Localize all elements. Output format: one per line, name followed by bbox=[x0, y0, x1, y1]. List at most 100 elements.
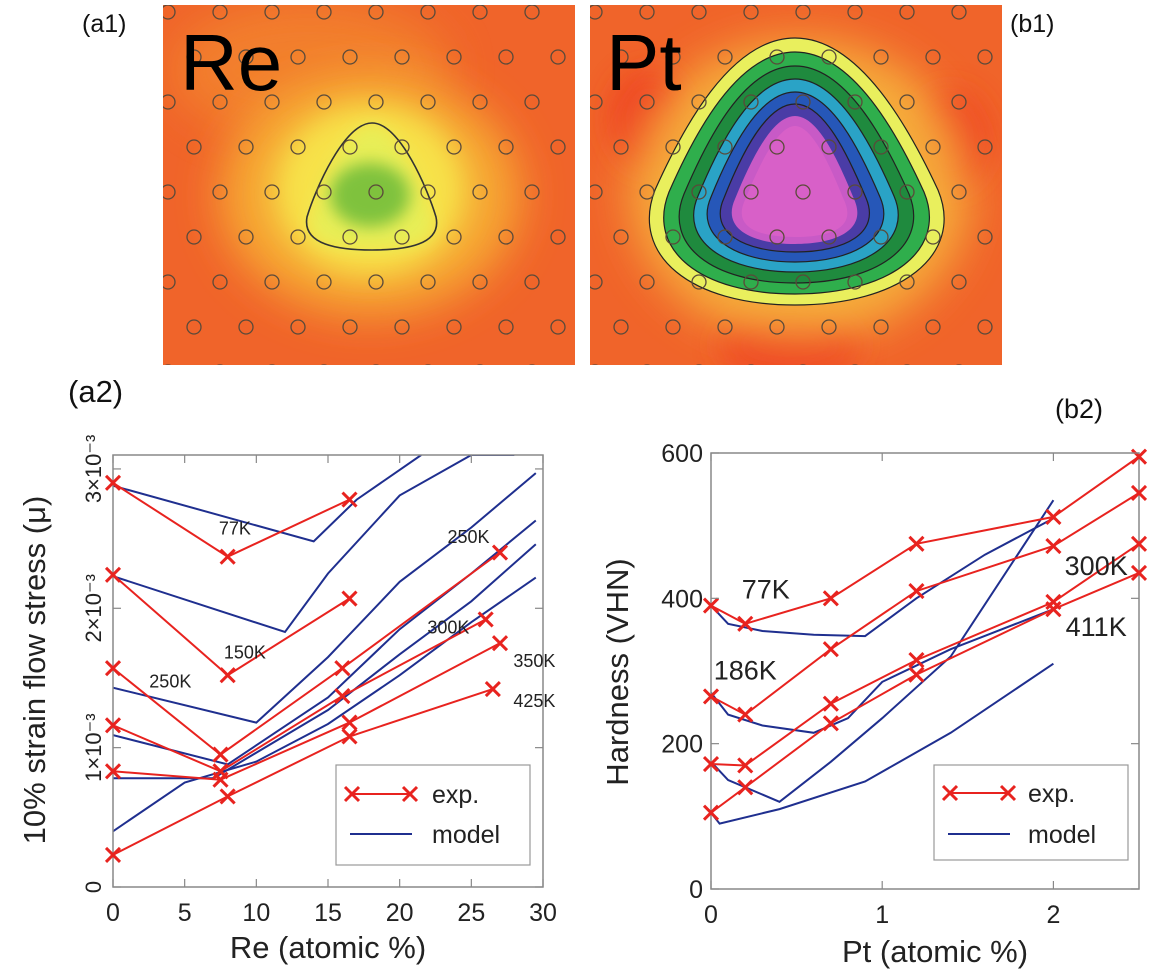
exp-point bbox=[1130, 484, 1148, 502]
exp-markers bbox=[702, 448, 1148, 821]
atom-site bbox=[446, 229, 462, 245]
exp-point bbox=[341, 590, 358, 607]
exp-point bbox=[1130, 535, 1148, 552]
atom-site bbox=[316, 274, 332, 290]
exp-point bbox=[1045, 508, 1062, 526]
atom-site bbox=[472, 274, 488, 290]
model-line-4 bbox=[113, 519, 537, 766]
exp-point bbox=[702, 804, 720, 821]
chart-b2-xlabel: Pt (atomic %) bbox=[842, 934, 1028, 969]
atom-site bbox=[498, 49, 514, 65]
atom-site bbox=[821, 229, 837, 245]
atom-site bbox=[394, 229, 410, 245]
model-line-1 bbox=[113, 455, 422, 543]
x-tick-label: 0 bbox=[704, 901, 718, 929]
atom-site bbox=[873, 139, 889, 155]
atom-site bbox=[163, 5, 176, 20]
atom-site bbox=[472, 5, 488, 20]
atom-site bbox=[186, 319, 202, 335]
map-b1-element-label: Pt bbox=[606, 18, 682, 107]
atom-site bbox=[446, 49, 462, 65]
atom-site bbox=[717, 139, 733, 155]
atom-site bbox=[524, 184, 540, 200]
atom-site bbox=[691, 184, 707, 200]
atom-site bbox=[163, 184, 176, 200]
atom-site bbox=[212, 184, 228, 200]
atom-site bbox=[977, 139, 993, 155]
atom-site bbox=[769, 139, 785, 155]
atom-site bbox=[186, 139, 202, 155]
exp-point bbox=[822, 641, 839, 658]
atom-site bbox=[899, 5, 915, 20]
atom-site bbox=[691, 5, 707, 20]
atom-site bbox=[368, 274, 384, 290]
exp-point bbox=[737, 706, 754, 723]
atom-site bbox=[577, 95, 591, 109]
panel-tag-a2: (a2) bbox=[68, 374, 123, 409]
atom-site bbox=[769, 49, 785, 65]
chart-b2: 0 1 2 0 200 400 600 77K 186K 300K 411K Pt (atomic… bbox=[600, 440, 1148, 969]
legend-model-label: model bbox=[1028, 821, 1096, 849]
exp-point bbox=[334, 660, 351, 677]
chart-a2-ylabel: 10% strain flow stress (μ) bbox=[17, 496, 52, 845]
exp-point bbox=[341, 728, 358, 745]
atom-site bbox=[665, 49, 681, 65]
annotation-350K: 350K bbox=[513, 651, 555, 671]
exp-point bbox=[212, 771, 229, 788]
legend-exp-label: exp. bbox=[1028, 780, 1075, 808]
atom-site bbox=[472, 184, 488, 200]
atom-site bbox=[951, 94, 967, 110]
atom-site bbox=[476, 364, 484, 365]
x-tick-label: 0 bbox=[106, 899, 120, 927]
exp-point bbox=[1130, 564, 1148, 581]
atom-site bbox=[394, 139, 410, 155]
atom-site bbox=[639, 94, 655, 110]
exp-point bbox=[908, 652, 925, 669]
exp-point bbox=[477, 611, 494, 628]
atom-site bbox=[238, 229, 254, 245]
atom-site bbox=[769, 229, 785, 245]
annotation-411K: 411K bbox=[1066, 612, 1127, 642]
exp-point bbox=[341, 714, 358, 731]
map-a1-atom-grid bbox=[163, 5, 591, 365]
atom-site bbox=[691, 94, 707, 110]
legend-exp-marker bbox=[343, 785, 419, 803]
atom-site bbox=[290, 49, 306, 65]
exp-point bbox=[104, 566, 122, 583]
exp-line-77K bbox=[711, 455, 1139, 625]
atom-site bbox=[590, 184, 603, 200]
atom-site bbox=[821, 49, 837, 65]
atom-site bbox=[420, 94, 436, 110]
atom-site bbox=[847, 94, 863, 110]
exp-point bbox=[104, 763, 122, 780]
annotation-150K: 150K bbox=[224, 642, 266, 662]
exp-point bbox=[104, 846, 122, 864]
atom-site bbox=[925, 139, 941, 155]
exp-point bbox=[104, 660, 122, 677]
atom-site bbox=[717, 229, 733, 245]
panel-tag-b2: (b2) bbox=[1055, 394, 1103, 424]
atom-site bbox=[368, 184, 384, 200]
model-line-4 bbox=[711, 662, 1054, 825]
chart-a2: 0 5 10 15 20 25 30 0 1×10⁻³ 2×10⁻³ 3×10⁻³ 77K 150K 2… bbox=[17, 435, 557, 965]
chart-b2-legend: exp. model bbox=[933, 764, 1129, 861]
exp-line-186K bbox=[711, 492, 1139, 716]
atom-site bbox=[394, 49, 410, 65]
atom-site bbox=[212, 274, 228, 290]
map-a1-contour bbox=[305, 122, 438, 251]
model-line-2 bbox=[113, 455, 515, 634]
exp-point bbox=[219, 667, 236, 684]
exp-line-350K bbox=[113, 642, 501, 781]
chart-a2-series bbox=[113, 455, 537, 856]
atom-site bbox=[769, 319, 785, 335]
atom-site bbox=[424, 364, 432, 365]
atom-site bbox=[577, 275, 591, 289]
x-tick-label: 2 bbox=[1046, 901, 1060, 929]
atom-site bbox=[186, 229, 202, 245]
y-tick-label: 0 bbox=[81, 881, 106, 893]
model-line-6 bbox=[113, 576, 537, 833]
atom-site bbox=[446, 319, 462, 335]
atom-site bbox=[316, 5, 332, 20]
atom-site bbox=[639, 184, 655, 200]
atom-site bbox=[1004, 95, 1018, 109]
